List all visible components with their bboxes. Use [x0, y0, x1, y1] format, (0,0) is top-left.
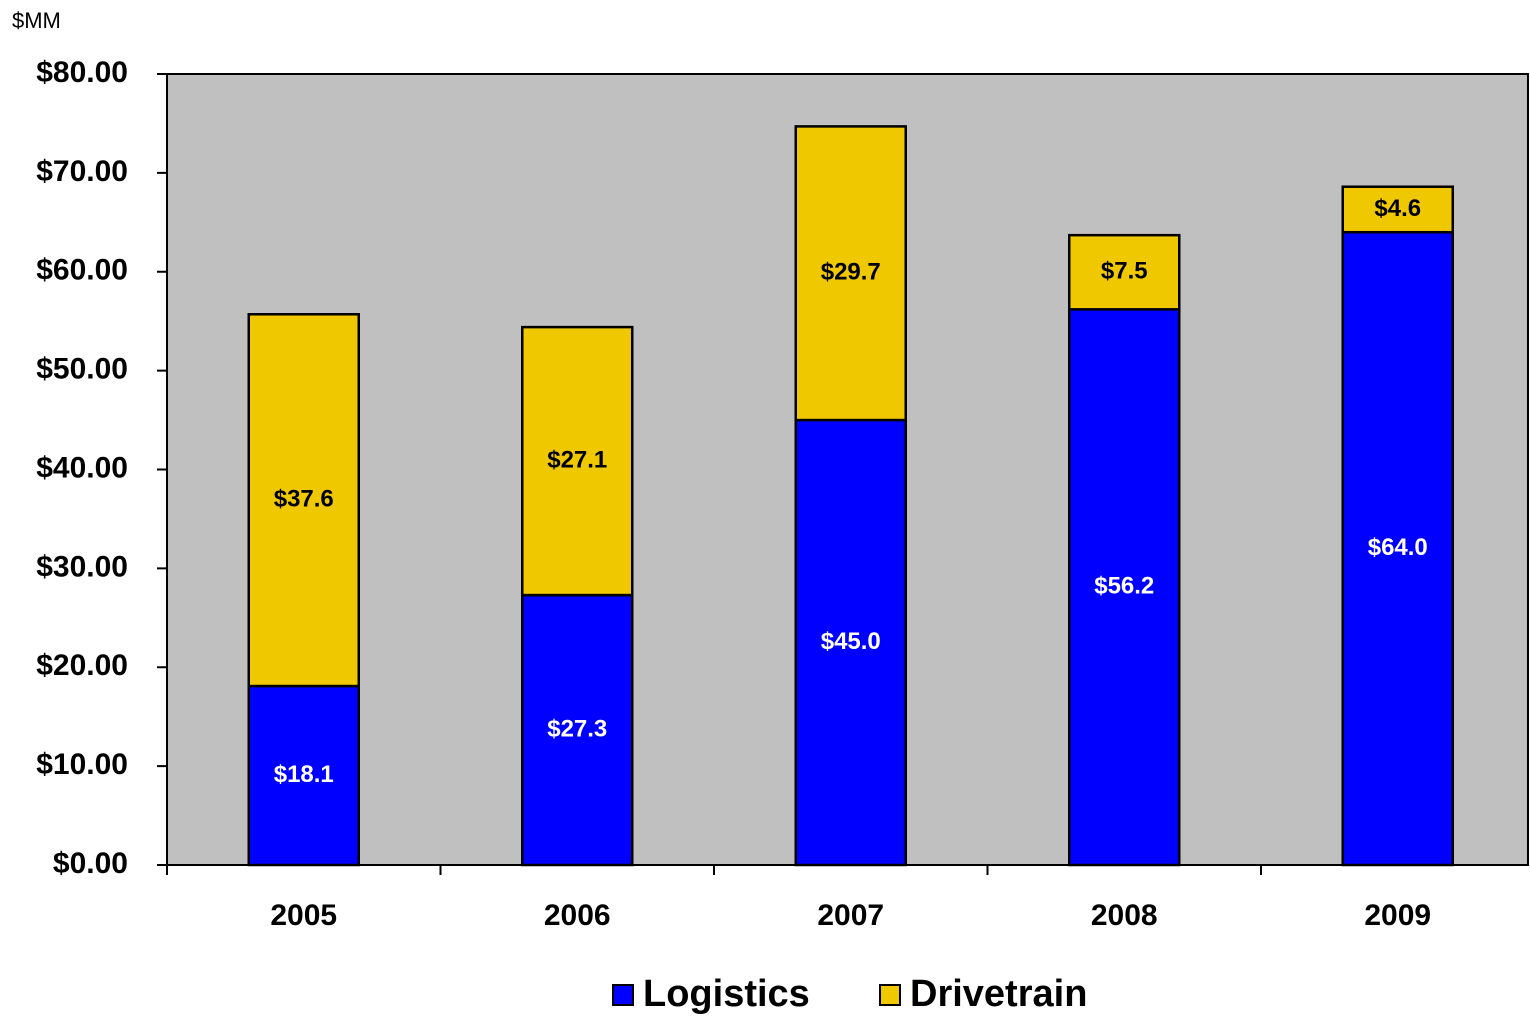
y-tick-label: $10.00 — [36, 748, 128, 781]
unit-label: $MM — [12, 8, 61, 33]
x-tick-label: 2009 — [1364, 899, 1431, 932]
y-tick-label: $70.00 — [36, 155, 128, 188]
y-tick-label: $80.00 — [36, 56, 128, 89]
legend-swatch — [612, 984, 634, 1006]
bar-segment — [521, 325, 634, 597]
y-tick-label: $40.00 — [36, 451, 128, 484]
value-label: $7.5 — [1101, 258, 1148, 285]
bar-segment — [1341, 230, 1454, 867]
value-label: $18.1 — [274, 761, 334, 788]
legend-swatch — [879, 984, 901, 1006]
value-label: $27.3 — [547, 715, 607, 742]
bar-segment — [794, 418, 907, 867]
value-label: $64.0 — [1368, 534, 1428, 561]
value-label: $56.2 — [1094, 573, 1154, 600]
bar-segment — [247, 313, 360, 688]
bar-segment — [247, 684, 360, 867]
legend-label: Logistics — [643, 973, 810, 1015]
y-tick-label: $0.00 — [53, 847, 128, 880]
x-tick-label: 2008 — [1091, 899, 1158, 932]
x-tick-label: 2005 — [270, 899, 337, 932]
bar-segment — [521, 593, 634, 867]
y-tick-label: $30.00 — [36, 550, 128, 583]
value-label: $27.1 — [547, 446, 607, 473]
x-tick-label: 2006 — [544, 899, 611, 932]
value-label: $4.6 — [1374, 195, 1421, 222]
legend-label: Drivetrain — [910, 973, 1087, 1015]
value-label: $29.7 — [821, 259, 881, 286]
bar-segment — [794, 125, 907, 422]
y-tick-label: $50.00 — [36, 353, 128, 386]
y-tick-label: $60.00 — [36, 254, 128, 287]
bar-segment — [1341, 185, 1454, 234]
bar-segment — [1068, 233, 1181, 311]
value-label: $37.6 — [274, 485, 334, 512]
bar-segment — [1068, 308, 1181, 867]
value-label: $45.0 — [821, 628, 881, 655]
x-tick-label: 2007 — [817, 899, 884, 932]
y-tick-label: $20.00 — [36, 649, 128, 682]
